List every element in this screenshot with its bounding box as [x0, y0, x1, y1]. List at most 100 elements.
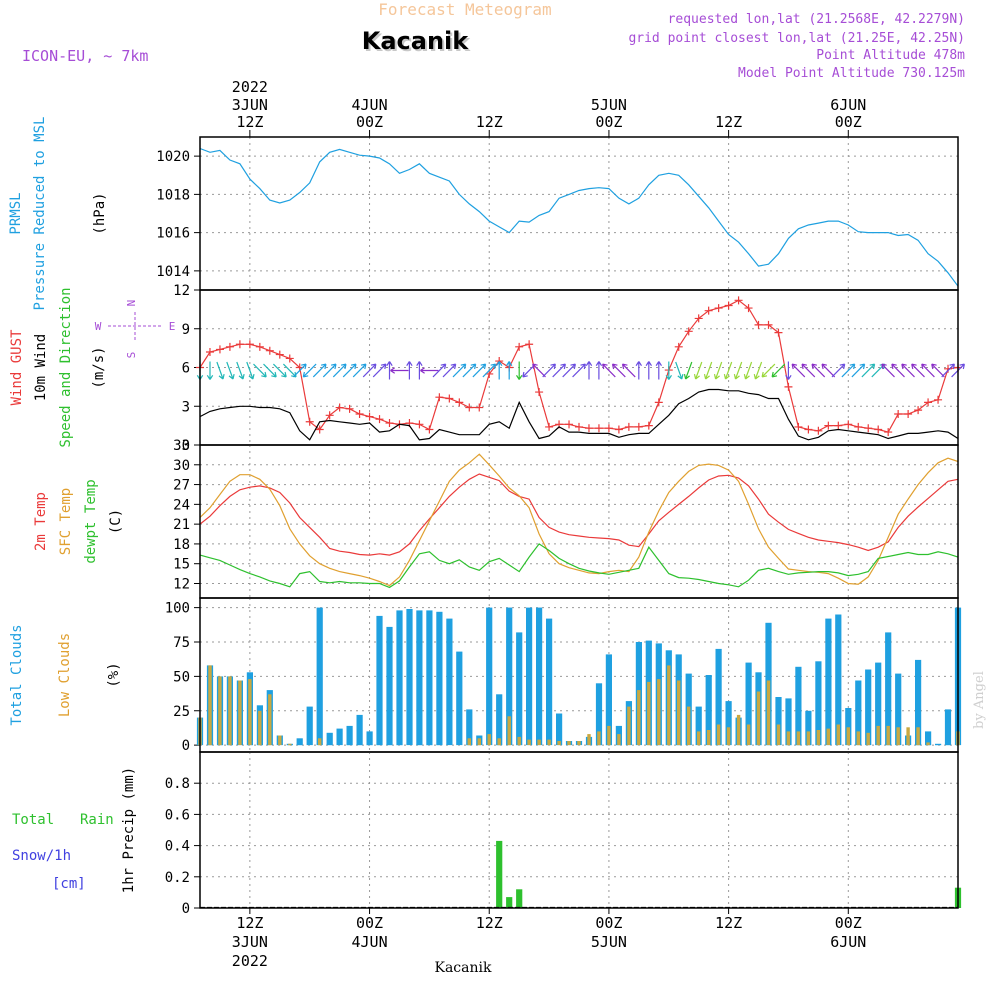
cloud-bar-1 [866, 732, 870, 746]
panel-pressure: 1014 1016 1018 1020 PRMSL Pressure Reduced to… [8, 117, 959, 311]
cloud-bar-1 [687, 706, 691, 746]
top-tick-date: 4JUN [351, 96, 387, 114]
gust-marker [914, 406, 923, 415]
cloud-bar-1 [766, 680, 771, 746]
y-tick-label: 15 [173, 557, 190, 573]
gust-marker [654, 398, 663, 407]
bottom-tick-hour: 12Z [715, 914, 742, 932]
gust-marker [714, 304, 723, 313]
y-tick-label: 33 [173, 438, 190, 454]
location-title-shadow: Kacanik [364, 29, 472, 57]
cloud-bar-1 [886, 725, 890, 746]
y-tick-label: 1020 [156, 149, 190, 165]
cloud-bar-0 [825, 618, 832, 746]
gust-marker [694, 314, 703, 323]
wind-arrow [272, 363, 287, 378]
top-tick-hour: 00Z [595, 113, 622, 131]
cloud-bar-1 [557, 741, 561, 746]
y-tick-label: 25 [173, 704, 190, 720]
cloud-bar-1 [846, 727, 850, 746]
bottom-year: 2022 [232, 952, 268, 970]
panel-frame [199, 751, 959, 909]
gust-marker [894, 410, 903, 418]
cloud-bar-0 [845, 708, 852, 746]
panel-frame [199, 597, 959, 753]
cloud-bar-0 [775, 697, 782, 746]
cloud-bar-1 [507, 716, 511, 746]
cloud-bar-0 [436, 611, 443, 746]
cloud-bar-1 [746, 724, 751, 746]
y-tick-label: 0 [182, 901, 190, 917]
gust-marker [315, 425, 324, 434]
gust-marker [884, 428, 893, 437]
panel-label: PRMSL [8, 192, 24, 234]
y-tick-label: 3 [182, 399, 190, 415]
gust-marker [245, 340, 254, 349]
cloud-bar-0 [865, 669, 872, 746]
compass-w: W [95, 320, 102, 333]
gust-marker [734, 296, 743, 305]
cloud-bar-1 [228, 676, 232, 746]
gust-marker [345, 404, 354, 413]
cloud-bar-0 [516, 632, 523, 746]
gust-marker [744, 304, 753, 313]
cloud-bar-1 [896, 727, 900, 746]
cloud-bar-1 [547, 739, 551, 746]
gust-marker [225, 342, 234, 351]
cloud-bar-1 [517, 736, 521, 746]
cloud-bar-1 [697, 731, 701, 746]
wind-arrow [263, 363, 277, 378]
cloud-bar-1 [826, 728, 830, 746]
cloud-bar-1 [238, 680, 242, 746]
panel-label: Pressure Reduced to MSL [32, 117, 48, 311]
wind-arrow [621, 363, 636, 378]
wind-arrow [432, 363, 447, 378]
gust-marker [684, 327, 693, 336]
wind-arrow [562, 363, 576, 378]
gust-marker [864, 424, 873, 433]
y-tick-label: 0.2 [165, 870, 190, 886]
wind-arrow [851, 363, 866, 378]
cloud-bar-0 [715, 648, 722, 746]
wind-arrow [472, 363, 487, 378]
cloud-bar-0 [536, 607, 543, 746]
y-tick-label: 75 [173, 635, 190, 651]
wind-arrow [831, 363, 846, 378]
cloud-bar-0 [705, 675, 712, 746]
y-tick-label: 1014 [156, 264, 190, 280]
gust-marker [325, 411, 334, 420]
cloud-bar-1 [786, 731, 791, 746]
cloud-bar-1 [647, 681, 651, 746]
wind-arrow [322, 363, 337, 378]
panel-label: Speed and Direction [58, 287, 74, 447]
wind-arrow [236, 361, 245, 380]
wind-arrow [743, 361, 753, 380]
wind-arrow [801, 363, 816, 378]
gust-marker [465, 403, 474, 412]
gust-marker [525, 340, 534, 349]
legend-snow-unit: [cm] [52, 876, 86, 892]
cloud-bar-1 [756, 691, 761, 746]
cloud-bar-1 [667, 665, 671, 746]
cloud-bar-0 [935, 743, 942, 746]
wind-arrow [645, 361, 653, 380]
gust-marker [205, 348, 214, 356]
wind-arrow [442, 363, 457, 378]
y-tick-label: 0.8 [165, 776, 190, 792]
cloud-bar-0 [496, 694, 503, 746]
wind-arrow [292, 363, 307, 378]
wind-arrow [713, 361, 723, 380]
y-tick-label: 0.4 [165, 839, 190, 855]
y-tick-label: 12 [173, 283, 190, 299]
wind-arrow [372, 363, 387, 378]
y-tick-label: 0 [182, 438, 190, 454]
gust-marker [824, 421, 833, 430]
panel-label: (C) [108, 509, 124, 534]
gust-marker [644, 421, 653, 430]
wind-arrow [226, 361, 235, 380]
wind-arrow [785, 361, 792, 380]
wind-arrow [821, 363, 836, 378]
cloud-bar-1 [607, 725, 611, 746]
cloud-bar-1 [627, 706, 631, 746]
y-tick-label: 9 [182, 322, 190, 338]
